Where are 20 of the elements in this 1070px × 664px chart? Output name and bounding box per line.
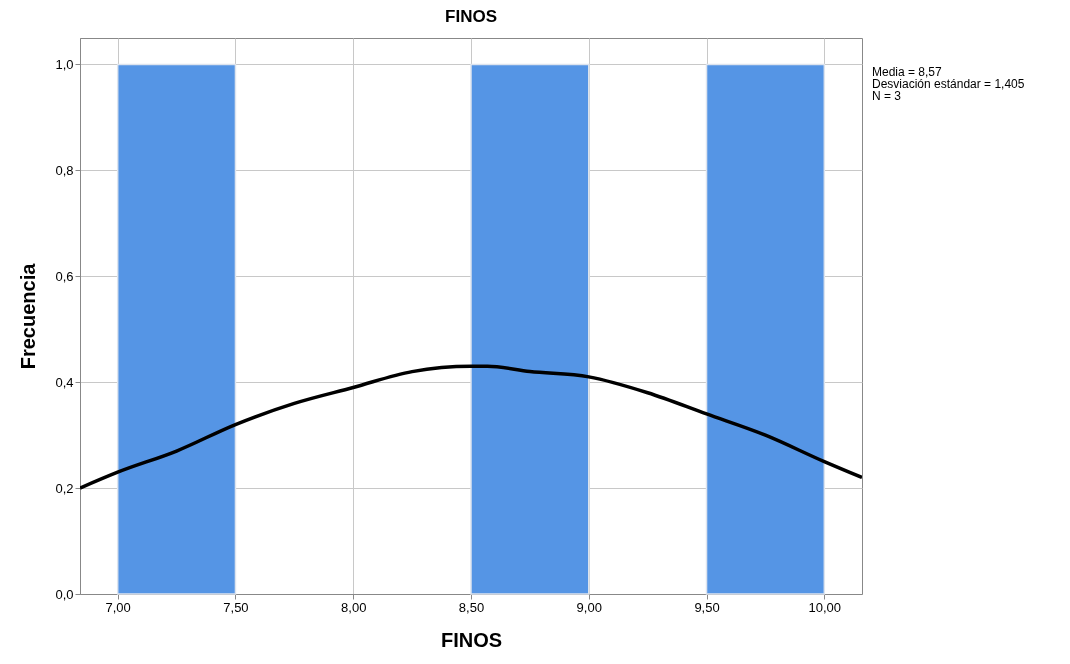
y-tick-label: 0,6	[55, 268, 74, 284]
y-tick-label: 0,4	[55, 374, 74, 390]
text: N = 3	[872, 89, 902, 103]
y-tick-label: 0,0	[55, 586, 74, 602]
x-tick-label: 8,50	[458, 599, 485, 615]
y-tick-label: 0,2	[55, 480, 74, 496]
y-tick-label: 0,8	[55, 162, 74, 178]
x-tick-label: 7,50	[223, 599, 249, 615]
x-tick-label: 10,00	[808, 599, 842, 615]
text: Desviación estándar = 1,405	[872, 77, 1025, 91]
line-series	[80, 364, 862, 490]
x-axis-title: FINOS	[440, 628, 503, 651]
y-axis-title: Frecuencia	[17, 262, 40, 370]
x-tick-label: 7,00	[105, 599, 131, 615]
chart-title: FINOS	[445, 7, 497, 26]
x-tick-label: 8,00	[341, 599, 367, 615]
x-tick-label: 9,00	[576, 599, 602, 615]
x-tick-label: 9,50	[694, 599, 720, 615]
y-tick-label: 1,0	[55, 56, 74, 72]
text: Media = 8,57	[872, 65, 943, 79]
